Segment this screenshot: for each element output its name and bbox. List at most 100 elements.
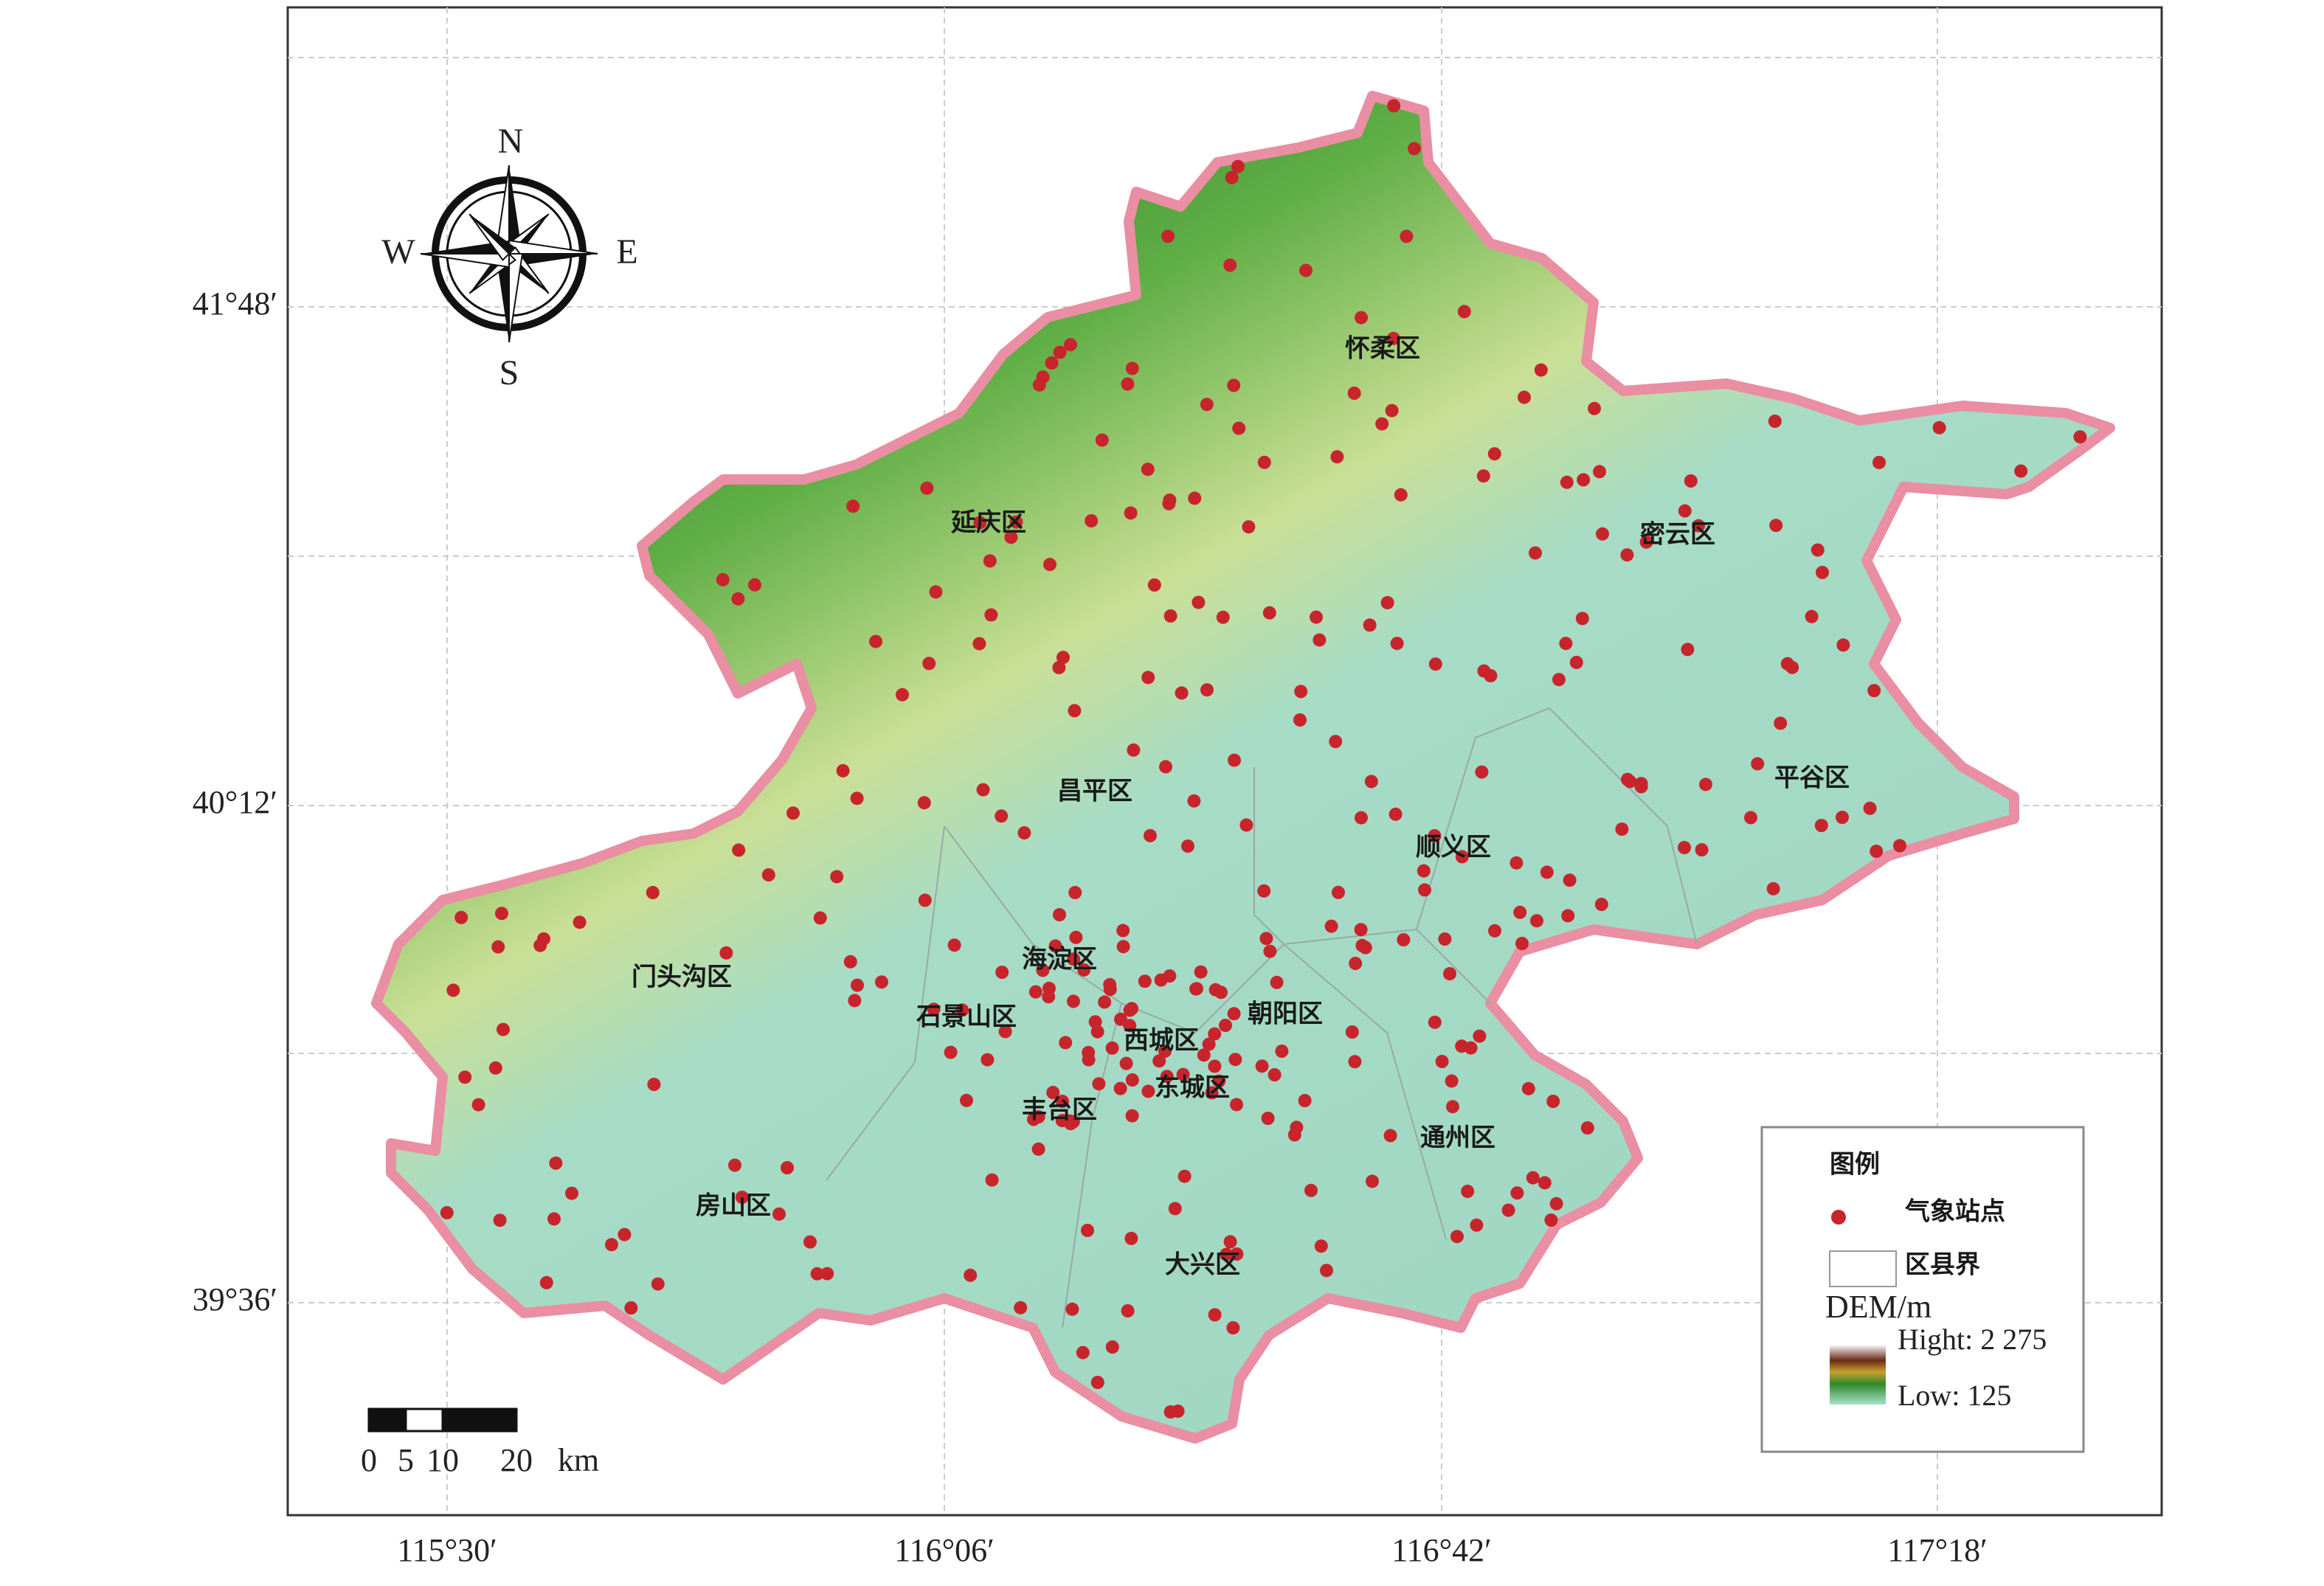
weather-station bbox=[1123, 1003, 1137, 1017]
weather-station bbox=[1774, 716, 1788, 730]
district-boundary bbox=[1253, 767, 1284, 945]
weather-station bbox=[820, 1267, 834, 1281]
weather-station bbox=[1563, 873, 1577, 887]
district-label: 昌平区 bbox=[1057, 777, 1132, 806]
weather-station bbox=[1088, 1015, 1102, 1029]
weather-station bbox=[728, 1158, 741, 1172]
weather-station bbox=[1332, 885, 1345, 899]
weather-station bbox=[1744, 811, 1757, 825]
longitude-label: 115°30′ bbox=[397, 1532, 497, 1568]
weather-station bbox=[851, 978, 864, 992]
weather-station bbox=[1510, 1186, 1524, 1200]
weather-station bbox=[1231, 159, 1245, 173]
district-boundary bbox=[1283, 943, 1447, 1240]
weather-station bbox=[1105, 1041, 1119, 1055]
weather-station bbox=[1518, 390, 1531, 404]
weather-station bbox=[803, 1235, 817, 1249]
beijing-boundary bbox=[371, 91, 2115, 1444]
weather-station bbox=[1081, 1224, 1094, 1237]
weather-station bbox=[1488, 924, 1501, 938]
weather-station bbox=[1476, 469, 1490, 483]
weather-station bbox=[1330, 450, 1344, 464]
weather-station bbox=[1048, 939, 1062, 953]
weather-station bbox=[1347, 387, 1361, 400]
weather-station bbox=[1056, 651, 1070, 665]
weather-station bbox=[922, 657, 936, 671]
latitude-label: 40°12′ bbox=[193, 784, 277, 820]
weather-station bbox=[2073, 430, 2087, 444]
district-label: 海淀区 bbox=[1022, 945, 1097, 974]
weather-station bbox=[1031, 1142, 1045, 1156]
weather-station bbox=[497, 1022, 510, 1036]
weather-station bbox=[1225, 170, 1239, 184]
weather-station bbox=[1125, 1109, 1139, 1123]
weather-station bbox=[2014, 464, 2028, 478]
weather-station bbox=[1521, 1081, 1535, 1095]
weather-station bbox=[1487, 447, 1501, 461]
district-label: 西城区 bbox=[1124, 1026, 1199, 1056]
weather-station bbox=[1446, 1100, 1459, 1114]
weather-station bbox=[1187, 794, 1201, 808]
scale-bar-segment bbox=[404, 1407, 444, 1433]
weather-station bbox=[1621, 772, 1634, 786]
weather-station bbox=[1450, 1230, 1464, 1244]
weather-station bbox=[810, 1267, 824, 1281]
district-label: 平谷区 bbox=[1774, 763, 1850, 793]
weather-station bbox=[1438, 932, 1452, 946]
weather-station bbox=[1257, 884, 1271, 898]
weather-station bbox=[1059, 1036, 1073, 1050]
weather-station bbox=[1470, 1218, 1484, 1232]
weather-station bbox=[1188, 491, 1202, 505]
weather-station bbox=[1435, 1055, 1449, 1068]
weather-station bbox=[1262, 606, 1276, 620]
weather-station bbox=[1310, 610, 1323, 624]
weather-station bbox=[1390, 637, 1404, 651]
weather-station bbox=[1113, 1081, 1127, 1095]
weather-station bbox=[731, 592, 745, 606]
weather-station bbox=[547, 1212, 561, 1226]
weather-station bbox=[917, 796, 931, 810]
weather-station bbox=[976, 783, 990, 797]
weather-station bbox=[1355, 311, 1368, 325]
weather-station bbox=[573, 915, 587, 929]
weather-station bbox=[1046, 1086, 1060, 1099]
legend-title: 图例 bbox=[1830, 1150, 1880, 1180]
weather-station bbox=[1417, 864, 1431, 878]
weather-station bbox=[1168, 1202, 1182, 1216]
weather-station bbox=[1501, 1203, 1515, 1217]
district-label: 朝阳区 bbox=[1248, 1000, 1323, 1029]
district-label: 顺义区 bbox=[1416, 833, 1491, 862]
scale-bar-label: 0 bbox=[361, 1442, 377, 1478]
weather-station bbox=[1549, 1197, 1563, 1211]
weather-station bbox=[1386, 331, 1400, 345]
weather-station bbox=[539, 1275, 553, 1289]
weather-station bbox=[1540, 865, 1554, 879]
weather-station bbox=[813, 911, 827, 925]
weather-station bbox=[1114, 1012, 1127, 1026]
weather-station bbox=[1208, 1308, 1222, 1322]
weather-station bbox=[1200, 683, 1214, 697]
district-label: 延庆区 bbox=[951, 508, 1026, 538]
weather-station bbox=[1766, 882, 1780, 896]
weather-station bbox=[458, 1070, 472, 1084]
weather-station bbox=[1161, 229, 1175, 243]
weather-station bbox=[781, 1161, 794, 1174]
weather-station bbox=[1259, 932, 1273, 946]
weather-station bbox=[830, 870, 844, 884]
weather-station bbox=[647, 1078, 661, 1091]
weather-station bbox=[1428, 1015, 1442, 1029]
weather-station bbox=[748, 578, 761, 592]
district-boundary bbox=[826, 825, 945, 1181]
weather-station bbox=[1141, 463, 1155, 477]
weather-station bbox=[1064, 1117, 1078, 1131]
weather-station bbox=[1546, 1095, 1560, 1108]
weather-station bbox=[1223, 258, 1237, 272]
district-label: 密云区 bbox=[1640, 520, 1715, 550]
weather-station bbox=[1699, 778, 1712, 792]
weather-station bbox=[1098, 995, 1112, 1009]
weather-station bbox=[1208, 1027, 1222, 1041]
weather-station bbox=[1090, 1376, 1104, 1389]
weather-station bbox=[1355, 811, 1368, 825]
weather-station bbox=[1836, 638, 1850, 652]
